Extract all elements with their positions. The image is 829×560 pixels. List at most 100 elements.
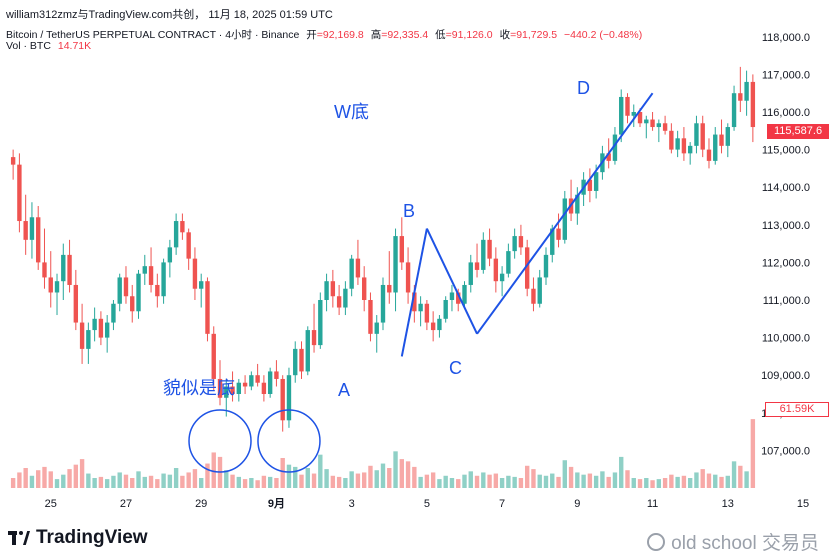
annotation-w-bottom: W底 [334,102,369,122]
candle-body [17,164,22,222]
candle-body [493,258,499,282]
volume-bar [224,470,229,488]
volume-bar [299,474,304,488]
candle-body [211,333,216,379]
time-axis-label: 3 [349,498,355,510]
volume-bar [261,475,267,488]
volume-bar [681,475,687,488]
price-axis-label: 114,000.0 [762,182,810,194]
price-axis-label: 107,000.0 [761,445,810,457]
candle-body [155,284,160,297]
volume-bar [424,474,430,488]
volume-bar [167,474,173,488]
volume-bar [361,472,367,488]
candle-body [104,322,110,338]
volume-bar [136,471,141,488]
volume-bar [274,478,279,488]
volume-bar [474,475,480,488]
candle-body [713,134,718,161]
candle-body [393,236,398,293]
candle-body [173,221,179,248]
watermark: old school 交易员 [647,528,819,555]
candle-body [512,236,517,252]
candle-body [706,149,712,161]
volume-bar [236,476,242,488]
watermark-text: old school 交易员 [671,533,819,554]
volume-bar [524,465,530,488]
candle-body [550,228,555,255]
volume-bar [493,473,499,488]
candle-body [368,300,373,334]
candle-body [430,322,436,331]
candle-body [267,371,273,394]
volume-bar [286,464,292,488]
tradingview-logo[interactable]: TradingView [8,527,148,549]
candle-body [98,318,104,338]
volume-bar [468,471,473,488]
volume-bar [550,473,555,488]
trend-line [425,228,478,335]
candle-body [255,375,260,383]
annotation-point-a: A [338,380,351,400]
candle-body [387,284,392,293]
volume-bar [173,468,179,488]
volume-bar [98,476,104,488]
time-axis-label: 11 [647,498,658,510]
volume-bar [199,478,204,488]
candle-body [468,262,473,285]
open-value: =92,169.8 [316,29,364,41]
candle-body [324,281,329,300]
price-axis-label: 112,000.0 [762,257,810,269]
volume-bar [750,419,756,488]
volume-bar [104,479,110,488]
volume-bar [255,480,260,488]
change-value: −440.2 (−0.48%) [564,29,643,41]
candle-body [186,232,191,259]
volume-bar [556,476,561,488]
volume-bar [318,454,323,488]
candle-body [612,134,618,161]
candle-body [274,371,279,379]
volume-bar [148,475,154,488]
price-axis-label: 113,000.0 [762,220,810,232]
candle-body [79,322,85,349]
candle-body [180,221,185,233]
high-label: 高 [370,29,382,41]
price-axis-label: 116,000.0 [762,107,810,119]
candle-body [669,130,674,150]
candle-body [36,217,41,263]
volume-bar [324,469,329,488]
last-volume-tag: 61.59K [765,402,829,417]
candle-body [236,382,242,394]
volume-bar [650,480,655,488]
candle-body [336,296,342,308]
volume-bar [562,460,567,488]
candle-body [92,318,97,331]
volume-value: 14.71K [57,40,92,52]
volume-label[interactable]: Vol · BTC [6,40,51,52]
volume-bar [211,452,216,488]
close-value: =91,729.5 [510,29,558,41]
candle-body [518,236,524,248]
volume-bar [456,479,461,488]
candle-body [537,277,542,304]
trend-line [400,228,428,357]
volume-bar [437,479,442,488]
volume-bar [355,473,361,488]
candle-body [199,281,204,289]
volume-bar [713,474,718,488]
candle-body [656,123,662,128]
candle-body [311,330,317,346]
volume-bar [36,470,41,488]
symbol-name[interactable]: Bitcoin / TetherUS PERPETUAL CONTRACT · … [6,29,300,41]
candle-body [305,330,310,372]
volume-bar [230,474,235,488]
candle-body [380,284,386,323]
candle-body [543,254,549,278]
candle-body [725,127,730,146]
candle-body [280,378,285,421]
candle-body [625,96,630,116]
volume-bar [568,466,574,488]
volume-bar [343,478,348,488]
candle-body [111,303,116,323]
